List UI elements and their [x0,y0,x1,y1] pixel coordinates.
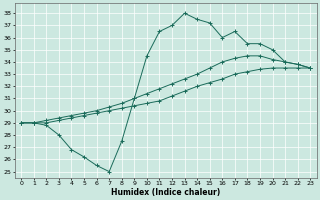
X-axis label: Humidex (Indice chaleur): Humidex (Indice chaleur) [111,188,220,197]
